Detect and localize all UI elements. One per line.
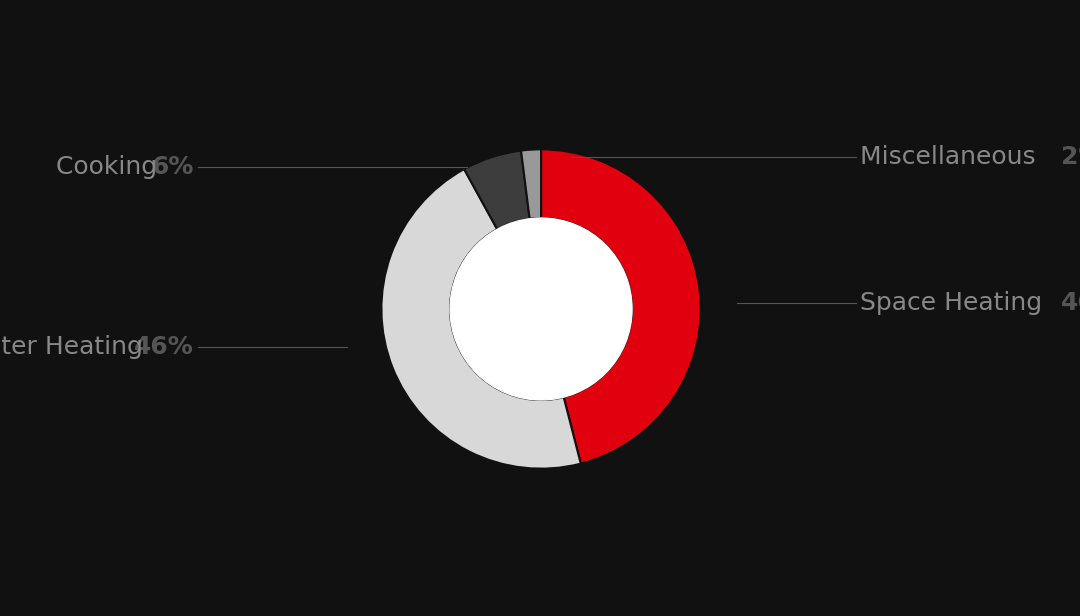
Wedge shape — [541, 149, 701, 464]
Wedge shape — [464, 150, 529, 229]
Text: 46%: 46% — [134, 335, 193, 359]
Text: 46%: 46% — [1061, 291, 1080, 315]
Text: 2%: 2% — [1061, 145, 1080, 169]
Text: Space Heating: Space Heating — [861, 291, 1058, 315]
Wedge shape — [521, 149, 541, 219]
Text: Miscellaneous: Miscellaneous — [861, 145, 1052, 169]
Text: 6%: 6% — [151, 155, 193, 179]
Text: Cooking: Cooking — [48, 155, 157, 179]
Circle shape — [450, 218, 632, 400]
Text: Water Heating: Water Heating — [0, 335, 144, 359]
Wedge shape — [381, 169, 581, 469]
